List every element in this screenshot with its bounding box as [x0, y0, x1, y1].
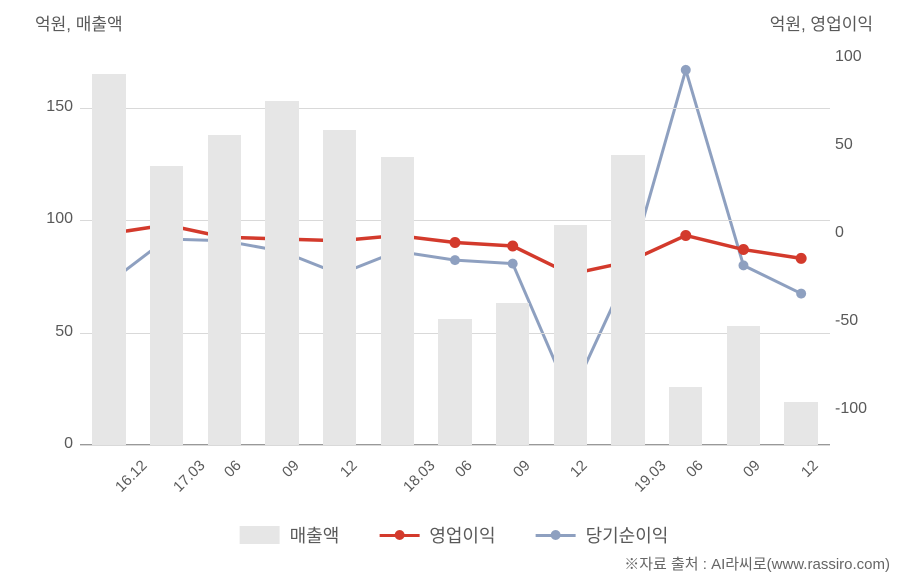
- x-tick: 09: [279, 457, 303, 481]
- marker-당기순이익: [738, 260, 748, 270]
- legend: 매출액 영업이익 당기순이익: [240, 522, 669, 548]
- legend-swatch-bars: [240, 526, 280, 544]
- x-tick: 12: [567, 457, 591, 481]
- marker-당기순이익: [450, 255, 460, 265]
- y-axis-left-label: 억원, 매출액: [35, 10, 123, 35]
- x-tick: 19.03: [631, 457, 670, 496]
- marker-당기순이익: [508, 259, 518, 269]
- y-tick-right: -100: [835, 400, 867, 418]
- bar: [784, 402, 817, 445]
- chart-container: 억원, 매출액 억원, 영업이익 매출액 영업이익 당기순이익 ※자료 출처 :…: [0, 0, 908, 580]
- bar: [150, 166, 183, 445]
- x-tick: 06: [683, 457, 707, 481]
- bar: [208, 135, 241, 446]
- gridline: [80, 220, 830, 221]
- gridline: [80, 108, 830, 109]
- bar: [611, 155, 644, 445]
- x-tick: 06: [452, 457, 476, 481]
- legend-marker-line1: [394, 530, 404, 540]
- marker-영업이익: [796, 253, 807, 264]
- y-tick-right: -50: [835, 312, 858, 330]
- y-axis-right-label: 억원, 영업이익: [770, 10, 873, 35]
- bar: [381, 157, 414, 445]
- x-tick: 06: [221, 457, 245, 481]
- marker-영업이익: [738, 244, 749, 255]
- bar: [496, 303, 529, 445]
- y-tick-left: 150: [23, 98, 73, 116]
- legend-item-line1: 영업이익: [379, 522, 495, 548]
- y-tick-right: 0: [835, 224, 844, 242]
- x-tick: 18.03: [400, 457, 439, 496]
- x-tick: 09: [740, 457, 764, 481]
- x-tick: 12: [336, 457, 360, 481]
- legend-swatch-line2: [536, 534, 576, 537]
- legend-marker-line2: [551, 530, 561, 540]
- bar: [323, 130, 356, 445]
- legend-swatch-line1: [379, 534, 419, 537]
- plot-area: [80, 40, 830, 445]
- x-tick: 12: [798, 457, 822, 481]
- legend-label-line1: 영업이익: [429, 522, 495, 548]
- y-tick-right: 100: [835, 48, 862, 66]
- bar: [92, 74, 125, 445]
- bar: [554, 225, 587, 446]
- marker-영업이익: [450, 237, 461, 248]
- bar: [727, 326, 760, 445]
- bar: [265, 101, 298, 445]
- x-tick: 17.03: [170, 457, 209, 496]
- legend-item-line2: 당기순이익: [536, 522, 669, 548]
- bar: [438, 319, 471, 445]
- bar: [669, 387, 702, 446]
- legend-item-bars: 매출액: [240, 522, 340, 548]
- y-tick-left: 0: [23, 435, 73, 453]
- x-tick: 09: [510, 457, 534, 481]
- marker-당기순이익: [681, 65, 691, 75]
- gridline: [80, 445, 830, 446]
- marker-영업이익: [507, 241, 518, 252]
- source-attribution: ※자료 출처 : AI라씨로(www.rassiro.com): [624, 553, 890, 574]
- legend-label-line2: 당기순이익: [586, 522, 669, 548]
- y-tick-right: 50: [835, 136, 853, 154]
- marker-영업이익: [680, 230, 691, 241]
- x-tick: 16.12: [112, 457, 151, 496]
- legend-label-bars: 매출액: [290, 522, 340, 548]
- y-tick-left: 50: [23, 323, 73, 341]
- y-tick-left: 100: [23, 210, 73, 228]
- marker-당기순이익: [796, 289, 806, 299]
